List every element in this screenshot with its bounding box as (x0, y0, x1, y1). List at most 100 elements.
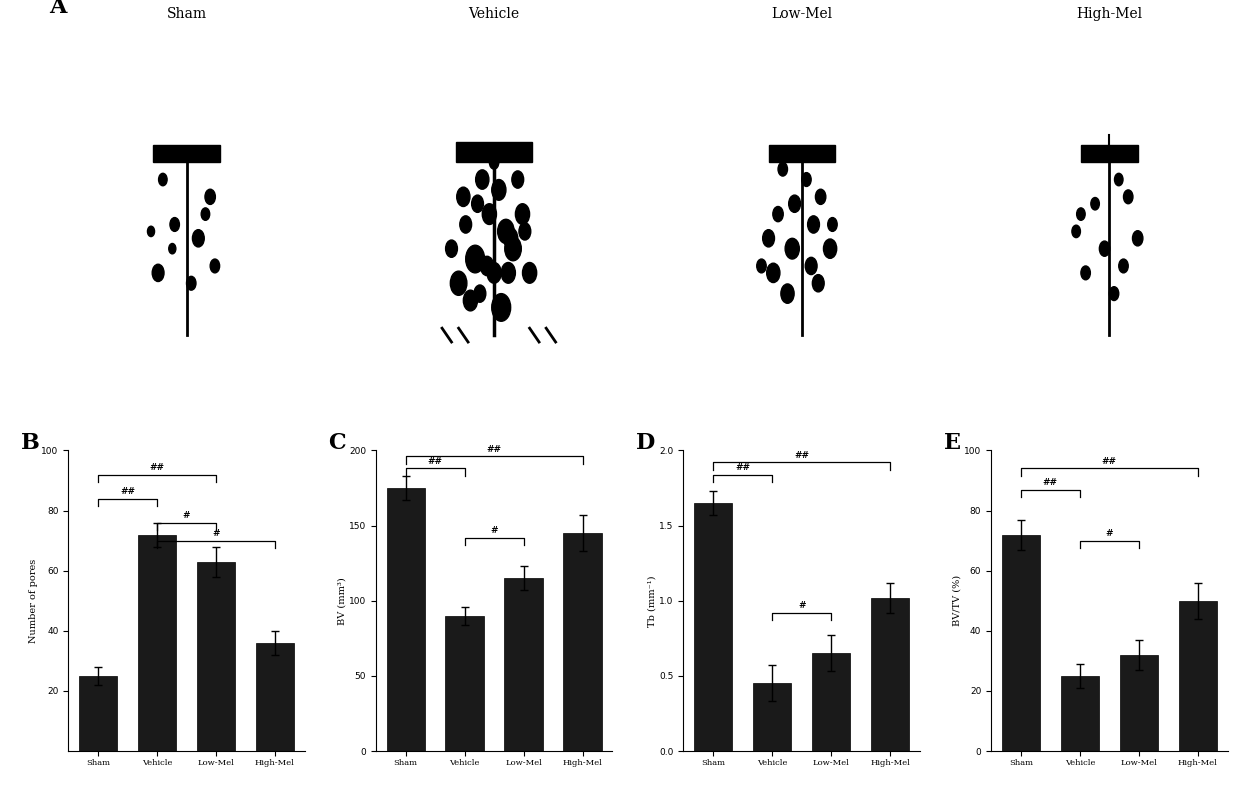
Text: A: A (50, 0, 67, 18)
Circle shape (823, 239, 837, 258)
Bar (1060, 676, 1099, 751)
Text: ##: ## (1102, 457, 1117, 466)
Circle shape (487, 263, 501, 283)
Circle shape (1132, 231, 1143, 246)
Bar (563, 533, 601, 751)
Text: C: C (329, 432, 346, 455)
Circle shape (781, 284, 794, 304)
Circle shape (159, 173, 167, 185)
Circle shape (512, 171, 523, 189)
Circle shape (812, 275, 825, 292)
Circle shape (476, 170, 489, 189)
Bar (1178, 601, 1216, 751)
Circle shape (816, 189, 826, 205)
Circle shape (777, 162, 787, 176)
Circle shape (773, 206, 784, 221)
Ellipse shape (1050, 152, 1168, 345)
Circle shape (464, 290, 477, 311)
Circle shape (763, 229, 775, 247)
Text: D: D (636, 432, 655, 455)
Circle shape (205, 189, 216, 205)
Bar (138, 535, 176, 751)
Text: ##: ## (486, 445, 502, 454)
Title: High-Mel: High-Mel (1076, 7, 1142, 22)
Text: ##: ## (428, 457, 443, 466)
Circle shape (505, 237, 521, 260)
Circle shape (169, 244, 176, 254)
Y-axis label: Number of pores: Number of pores (30, 559, 38, 643)
Circle shape (445, 240, 458, 257)
Bar (154, 145, 219, 162)
Circle shape (456, 187, 470, 206)
Y-axis label: BV/TV (%): BV/TV (%) (952, 575, 961, 626)
Circle shape (802, 173, 811, 186)
Bar (445, 616, 484, 751)
Bar (870, 598, 909, 751)
Bar (769, 145, 835, 162)
Bar (505, 578, 543, 751)
Bar (1081, 145, 1137, 162)
Bar (1002, 535, 1040, 751)
Circle shape (471, 195, 484, 213)
Text: ##: ## (735, 463, 750, 472)
Ellipse shape (1084, 34, 1136, 186)
Bar (812, 654, 851, 751)
Bar (456, 141, 532, 162)
Ellipse shape (425, 138, 563, 352)
Circle shape (756, 259, 766, 273)
Text: #: # (1106, 529, 1114, 539)
Circle shape (1110, 287, 1118, 300)
Circle shape (501, 263, 516, 283)
Text: ##: ## (120, 487, 135, 496)
Circle shape (201, 208, 210, 221)
Circle shape (766, 263, 780, 283)
Circle shape (805, 257, 817, 275)
Circle shape (460, 216, 471, 233)
Circle shape (170, 217, 180, 232)
Circle shape (192, 229, 205, 247)
Text: #: # (490, 527, 497, 535)
Bar (79, 676, 118, 751)
Circle shape (480, 256, 494, 276)
Circle shape (807, 216, 820, 233)
Circle shape (520, 223, 531, 240)
Title: Low-Mel: Low-Mel (771, 7, 832, 22)
Title: Vehicle: Vehicle (469, 7, 520, 22)
Circle shape (522, 263, 537, 283)
Text: B: B (21, 432, 40, 455)
Circle shape (789, 195, 801, 213)
Text: ##: ## (1043, 478, 1058, 487)
Circle shape (186, 276, 196, 290)
Bar (387, 488, 425, 751)
Circle shape (776, 76, 790, 97)
Circle shape (492, 293, 511, 321)
Ellipse shape (159, 38, 215, 190)
Text: #: # (182, 511, 190, 520)
Circle shape (210, 259, 219, 273)
Text: #: # (212, 529, 219, 539)
Circle shape (828, 217, 837, 232)
Text: E: E (944, 432, 961, 455)
Circle shape (1071, 225, 1080, 237)
Circle shape (1118, 259, 1128, 273)
Circle shape (1123, 190, 1133, 204)
Y-axis label: Tb (mm⁻¹): Tb (mm⁻¹) (647, 575, 656, 626)
Circle shape (492, 180, 506, 201)
Circle shape (1081, 266, 1090, 280)
Circle shape (1100, 241, 1110, 256)
Text: ##: ## (150, 463, 165, 472)
Ellipse shape (738, 141, 866, 349)
Text: ##: ## (794, 451, 810, 460)
Circle shape (1115, 173, 1123, 185)
Circle shape (148, 226, 155, 237)
Circle shape (497, 219, 515, 244)
Circle shape (482, 204, 496, 225)
Circle shape (516, 204, 529, 225)
Title: Sham: Sham (166, 7, 207, 22)
Text: #: # (799, 602, 806, 610)
Ellipse shape (125, 149, 248, 349)
Ellipse shape (464, 31, 525, 190)
Circle shape (490, 155, 498, 169)
Ellipse shape (774, 34, 830, 186)
Circle shape (474, 285, 486, 302)
